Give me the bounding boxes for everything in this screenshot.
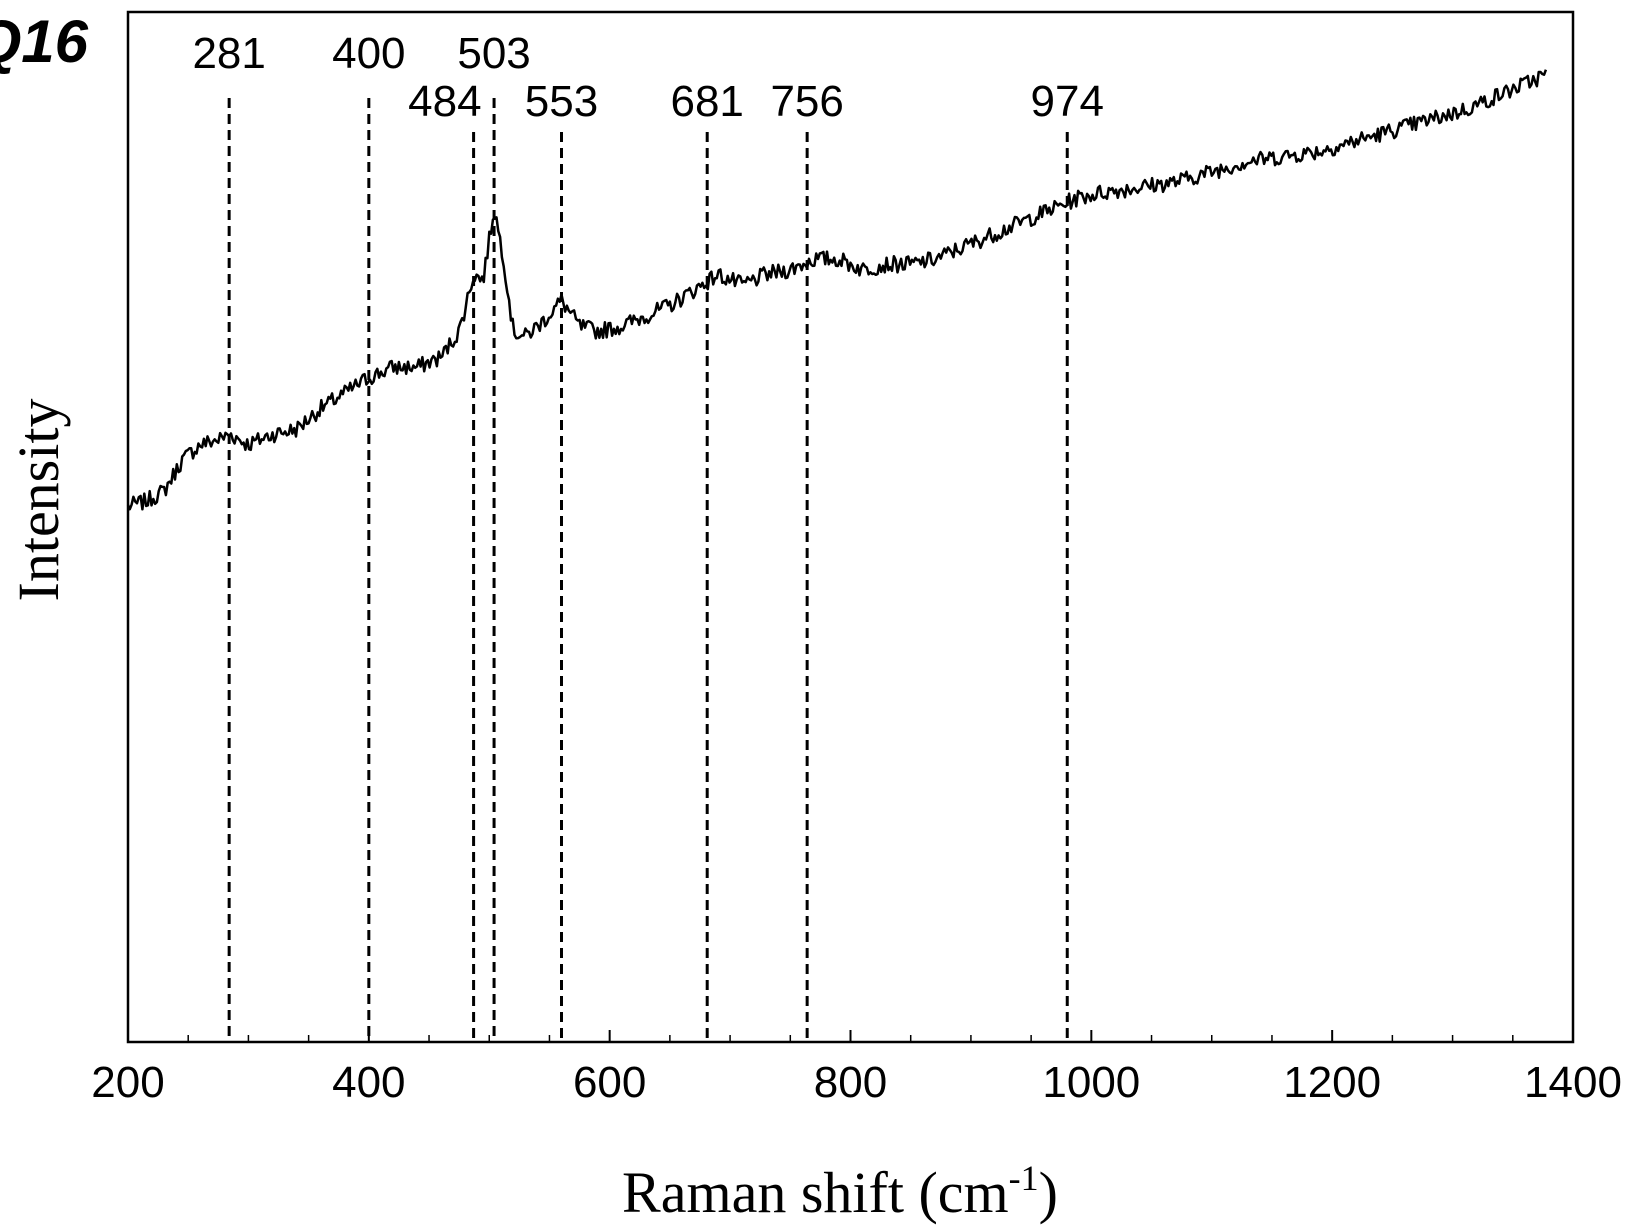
x-tick-label: 200 [91, 1058, 164, 1107]
peak-label: 553 [525, 77, 598, 126]
x-axis-title: Raman shift (cm-1) [622, 1158, 1058, 1225]
y-axis-title: Intensity [6, 399, 71, 602]
peak-label: 681 [670, 77, 743, 126]
x-axis-title-suffix: ) [1039, 1160, 1058, 1225]
x-tick-label: 1200 [1283, 1058, 1381, 1107]
x-tick-label: 800 [814, 1058, 887, 1107]
spectrum-series [126, 69, 1548, 511]
x-tick-label: 1000 [1042, 1058, 1140, 1107]
peak-label: 281 [192, 29, 265, 78]
x-tick-label: 1400 [1524, 1058, 1622, 1107]
x-axis-title-main: Raman shift (cm [622, 1160, 1009, 1225]
peak-label: 400 [332, 29, 405, 78]
x-tick-label: 400 [332, 1058, 405, 1107]
peak-label: 974 [1031, 77, 1104, 126]
spectrum-line [126, 69, 1548, 511]
panel-label: Q16 [0, 8, 89, 75]
x-axis-title-superscript: -1 [1009, 1158, 1039, 1198]
x-axis-ticks: 200 400 600 800 1000 1200 1400 [91, 1030, 1622, 1107]
peak-label: 756 [770, 77, 843, 126]
plot-frame [126, 10, 1575, 1044]
peak-label: 503 [457, 29, 530, 78]
x-tick-label: 600 [573, 1058, 646, 1107]
peak-label: 484 [408, 77, 481, 126]
